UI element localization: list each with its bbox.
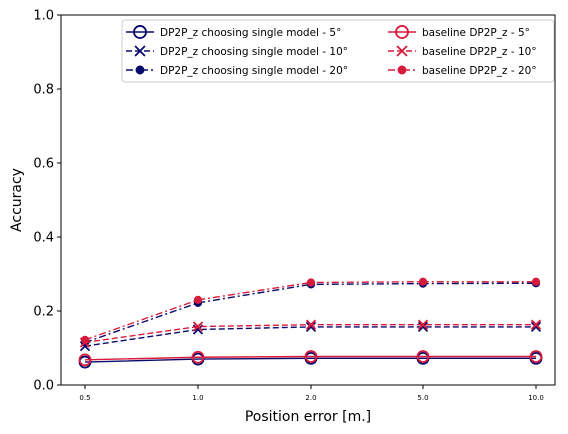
marker-stroke: [192, 321, 204, 332]
x-tick-label: 10.0: [528, 394, 544, 402]
data-point: [304, 350, 318, 363]
data-point: [191, 350, 205, 364]
y-tick-label: 1.0: [33, 9, 54, 24]
marker-stroke: [417, 321, 429, 333]
legend-marker: [133, 25, 147, 39]
legend-marker: [397, 65, 407, 75]
marker-stroke: [305, 319, 317, 330]
y-tick-label: 0.8: [33, 83, 54, 98]
legend-marker: [134, 45, 146, 57]
legend-entry: baseline DP2P_z - 10°: [388, 45, 537, 58]
marker-stroke: [530, 319, 542, 330]
y-tick-label: 0.6: [33, 157, 54, 172]
data-point: [418, 277, 428, 286]
legend-label: DP2P_z choosing single model - 20°: [160, 65, 348, 77]
legend-entry: DP2P_z choosing single model - 5°: [126, 25, 341, 39]
legend-marker: [395, 25, 409, 39]
legend-label: DP2P_z choosing single model - 10°: [160, 46, 348, 58]
series-4: [78, 350, 543, 367]
legend-entry: baseline DP2P_z - 20°: [388, 65, 537, 77]
legend-entry: DP2P_z choosing single model - 10°: [126, 45, 348, 58]
legend-label: baseline DP2P_z - 20°: [422, 65, 537, 77]
data-point: [530, 321, 542, 333]
legend-label: baseline DP2P_z - 10°: [422, 46, 537, 58]
legend-entry: DP2P_z choosing single model - 20°: [126, 65, 348, 77]
marker-stroke: [530, 321, 542, 333]
data-point: [416, 350, 430, 363]
series-line: [84, 282, 537, 344]
data-point: [305, 321, 317, 333]
data-point: [305, 319, 317, 330]
y-tick-label: 0.0: [33, 379, 54, 394]
legend-box: [121, 19, 555, 83]
data-point: [193, 295, 203, 304]
data-point: [306, 278, 316, 287]
x-tick-label: 1.0: [192, 394, 203, 402]
data-point: [78, 353, 92, 367]
plot-area: [78, 277, 543, 369]
axes: 0.0 0.2 0.4 0.6 0.8 1.0 0.5 1.0 2.0 5.0 10.0: [33, 9, 556, 402]
data-point: [192, 321, 204, 332]
legend-label: baseline DP2P_z - 5°: [422, 27, 530, 39]
series-line: [84, 281, 536, 341]
legend: DP2P_z choosing single model - 5° DP2P_z …: [121, 19, 555, 83]
data-point: [417, 321, 429, 333]
data-point: [417, 319, 429, 330]
axes-frame: [60, 14, 556, 386]
series-1: [78, 351, 543, 369]
x-tick-label: 2.0: [305, 394, 316, 402]
data-point: [530, 319, 542, 330]
series-line: [84, 326, 536, 347]
y-tick-label: 0.2: [33, 305, 54, 320]
series-line: [84, 355, 536, 361]
series-line: [84, 357, 536, 363]
marker-stroke: [396, 45, 408, 57]
y-tick-label: 0.4: [33, 231, 54, 246]
series-6: [80, 277, 541, 344]
legend-marker: [396, 45, 408, 57]
legend-marker: [135, 65, 145, 75]
x-tick-label: 0.5: [79, 394, 90, 402]
marker-stroke: [134, 45, 146, 57]
marker-stroke: [417, 319, 429, 330]
y-axis-label: Accuracy: [9, 168, 25, 232]
x-tick-label: 5.0: [417, 394, 428, 402]
legend-label: DP2P_z choosing single model - 5°: [160, 27, 341, 39]
series-2: [79, 321, 542, 352]
marker-stroke: [305, 321, 317, 333]
data-point: [531, 277, 541, 286]
data-point: [80, 335, 90, 344]
x-axis-label: Position error [m.]: [245, 409, 371, 425]
series-5: [79, 319, 542, 348]
legend-entry: baseline DP2P_z - 5°: [388, 25, 530, 39]
data-point: [529, 350, 543, 363]
